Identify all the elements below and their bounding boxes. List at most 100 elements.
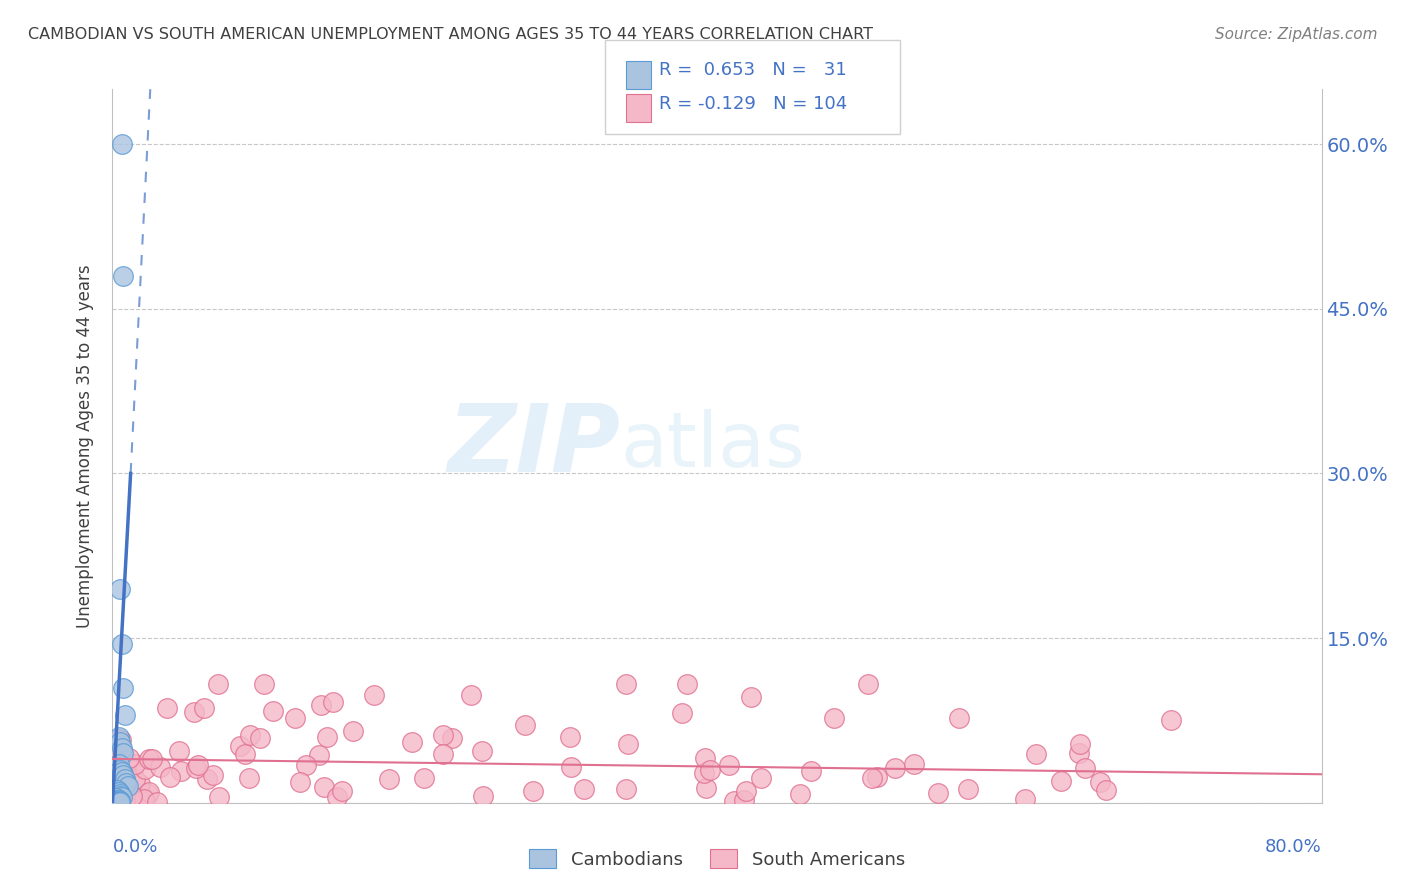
Text: ZIP: ZIP bbox=[447, 400, 620, 492]
Point bbox=[107, 795, 129, 809]
Point bbox=[193, 701, 215, 715]
Point bbox=[1069, 746, 1091, 760]
Y-axis label: Unemployment Among Ages 35 to 44 years: Unemployment Among Ages 35 to 44 years bbox=[76, 264, 94, 628]
Point bbox=[108, 794, 131, 808]
Point bbox=[104, 795, 127, 809]
Point bbox=[322, 695, 344, 709]
Point bbox=[412, 771, 434, 785]
Point bbox=[103, 756, 125, 770]
Point bbox=[208, 789, 231, 804]
Point bbox=[823, 711, 845, 725]
Point bbox=[132, 791, 155, 805]
Point bbox=[432, 747, 454, 761]
Point bbox=[675, 677, 697, 691]
Point bbox=[138, 784, 160, 798]
Point bbox=[201, 768, 224, 782]
Text: 0.0%: 0.0% bbox=[112, 838, 157, 856]
Point bbox=[112, 747, 135, 761]
Text: atlas: atlas bbox=[620, 409, 806, 483]
Point bbox=[124, 756, 146, 771]
Point bbox=[107, 785, 129, 799]
Point bbox=[229, 739, 252, 753]
Point bbox=[105, 792, 128, 806]
Point bbox=[124, 772, 146, 786]
Point bbox=[114, 708, 136, 723]
Point bbox=[860, 772, 883, 786]
Point bbox=[249, 731, 271, 746]
Point bbox=[103, 794, 125, 808]
Point bbox=[789, 787, 811, 801]
Point bbox=[471, 744, 494, 758]
Point bbox=[108, 795, 131, 809]
Point bbox=[146, 795, 169, 809]
Point bbox=[1014, 792, 1036, 806]
Point bbox=[695, 780, 717, 795]
Point bbox=[159, 770, 181, 784]
Point bbox=[108, 582, 131, 596]
Point bbox=[460, 689, 482, 703]
Point bbox=[129, 776, 152, 790]
Point bbox=[110, 765, 132, 780]
Point bbox=[105, 795, 128, 809]
Point bbox=[558, 730, 581, 744]
Point bbox=[149, 760, 172, 774]
Point bbox=[107, 730, 129, 744]
Point bbox=[378, 772, 401, 786]
Point bbox=[616, 677, 638, 691]
Point bbox=[290, 774, 312, 789]
Point bbox=[138, 751, 160, 765]
Point bbox=[184, 760, 207, 774]
Legend: Cambodians, South Americans: Cambodians, South Americans bbox=[522, 842, 912, 876]
Point bbox=[312, 780, 335, 794]
Point bbox=[262, 704, 284, 718]
Point bbox=[195, 772, 218, 787]
Point bbox=[1049, 774, 1071, 789]
Point bbox=[740, 690, 762, 704]
Point bbox=[718, 758, 741, 772]
Point bbox=[956, 782, 979, 797]
Point bbox=[616, 781, 638, 796]
Point bbox=[112, 681, 135, 695]
Text: R =  0.653   N =   31: R = 0.653 N = 31 bbox=[659, 61, 848, 78]
Point bbox=[522, 784, 544, 798]
Point bbox=[1160, 714, 1182, 728]
Point bbox=[692, 765, 714, 780]
Point bbox=[115, 756, 138, 770]
Point bbox=[170, 764, 193, 779]
Point bbox=[239, 728, 262, 742]
Point bbox=[128, 793, 150, 807]
Point bbox=[121, 789, 143, 804]
Point bbox=[110, 740, 132, 755]
Point bbox=[114, 772, 136, 786]
Point bbox=[734, 784, 756, 798]
Point bbox=[110, 733, 132, 747]
Point bbox=[572, 782, 595, 797]
Point bbox=[616, 737, 638, 751]
Point bbox=[207, 677, 229, 691]
Point bbox=[330, 784, 353, 798]
Point bbox=[112, 766, 135, 780]
Point bbox=[108, 732, 131, 747]
Point bbox=[118, 750, 141, 764]
Point bbox=[948, 711, 970, 725]
Point bbox=[183, 706, 205, 720]
Point bbox=[363, 688, 385, 702]
Point bbox=[104, 791, 127, 805]
Text: R = -0.129   N = 104: R = -0.129 N = 104 bbox=[659, 95, 848, 112]
Point bbox=[866, 771, 889, 785]
Point bbox=[1025, 747, 1047, 761]
Point bbox=[108, 742, 131, 756]
Point bbox=[927, 786, 949, 800]
Point bbox=[156, 701, 179, 715]
Point bbox=[733, 793, 755, 807]
Point bbox=[401, 735, 423, 749]
Point bbox=[107, 765, 129, 780]
Point bbox=[112, 768, 135, 782]
Point bbox=[1074, 761, 1097, 775]
Point bbox=[856, 677, 880, 691]
Point bbox=[117, 780, 139, 794]
Point bbox=[115, 776, 138, 790]
Point bbox=[560, 760, 582, 774]
Point bbox=[134, 762, 156, 776]
Point bbox=[515, 717, 537, 731]
